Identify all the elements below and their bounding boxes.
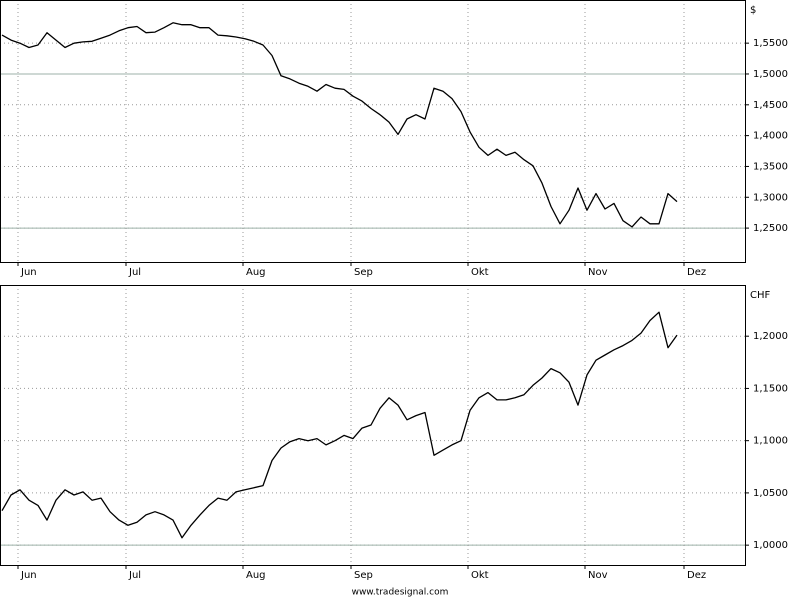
y-tick-label: 1,2000 [753, 331, 788, 342]
y-tick-label: 1,4500 [753, 100, 788, 111]
x-tick-label: Jul [128, 570, 141, 581]
y-tick-label: 1,3000 [753, 192, 788, 203]
y-tick-label: 1,2500 [753, 223, 788, 234]
y-tick-label: 1,1500 [753, 383, 788, 394]
y-tick-label: 1,1000 [753, 436, 788, 447]
y-tick-label: 1,3500 [753, 161, 788, 172]
x-tick-label: Dez [687, 570, 706, 581]
price-line [1, 311, 678, 539]
x-tick-label: Okt [471, 267, 489, 278]
x-tick-label: Nov [588, 570, 608, 581]
x-tick-label: Jun [20, 267, 37, 278]
y-tick-label: 1,4000 [753, 131, 788, 142]
x-tick-label: Aug [246, 570, 266, 581]
y-tick-label: 1,5500 [753, 38, 788, 49]
footer: www.tradesignal.com [352, 588, 449, 598]
y-axis-label: CHF [750, 290, 771, 301]
x-tick-label: Sep [354, 570, 373, 581]
x-tick-label: Jun [20, 570, 37, 581]
plot-frame [0, 285, 746, 566]
x-tick-label: Dez [687, 267, 706, 278]
y-tick-label: 1,0000 [753, 540, 788, 551]
plot-frame [0, 0, 746, 263]
y-tick-label: 1,0500 [753, 488, 788, 499]
y-axis-label: $ [750, 5, 756, 16]
x-tick-label: Okt [471, 570, 489, 581]
x-tick-label: Nov [588, 267, 608, 278]
x-tick-label: Jul [128, 267, 141, 278]
x-tick-label: Sep [354, 267, 373, 278]
x-tick-label: Aug [246, 267, 266, 278]
price-line [1, 22, 678, 228]
y-tick-label: 1,5000 [753, 69, 788, 80]
